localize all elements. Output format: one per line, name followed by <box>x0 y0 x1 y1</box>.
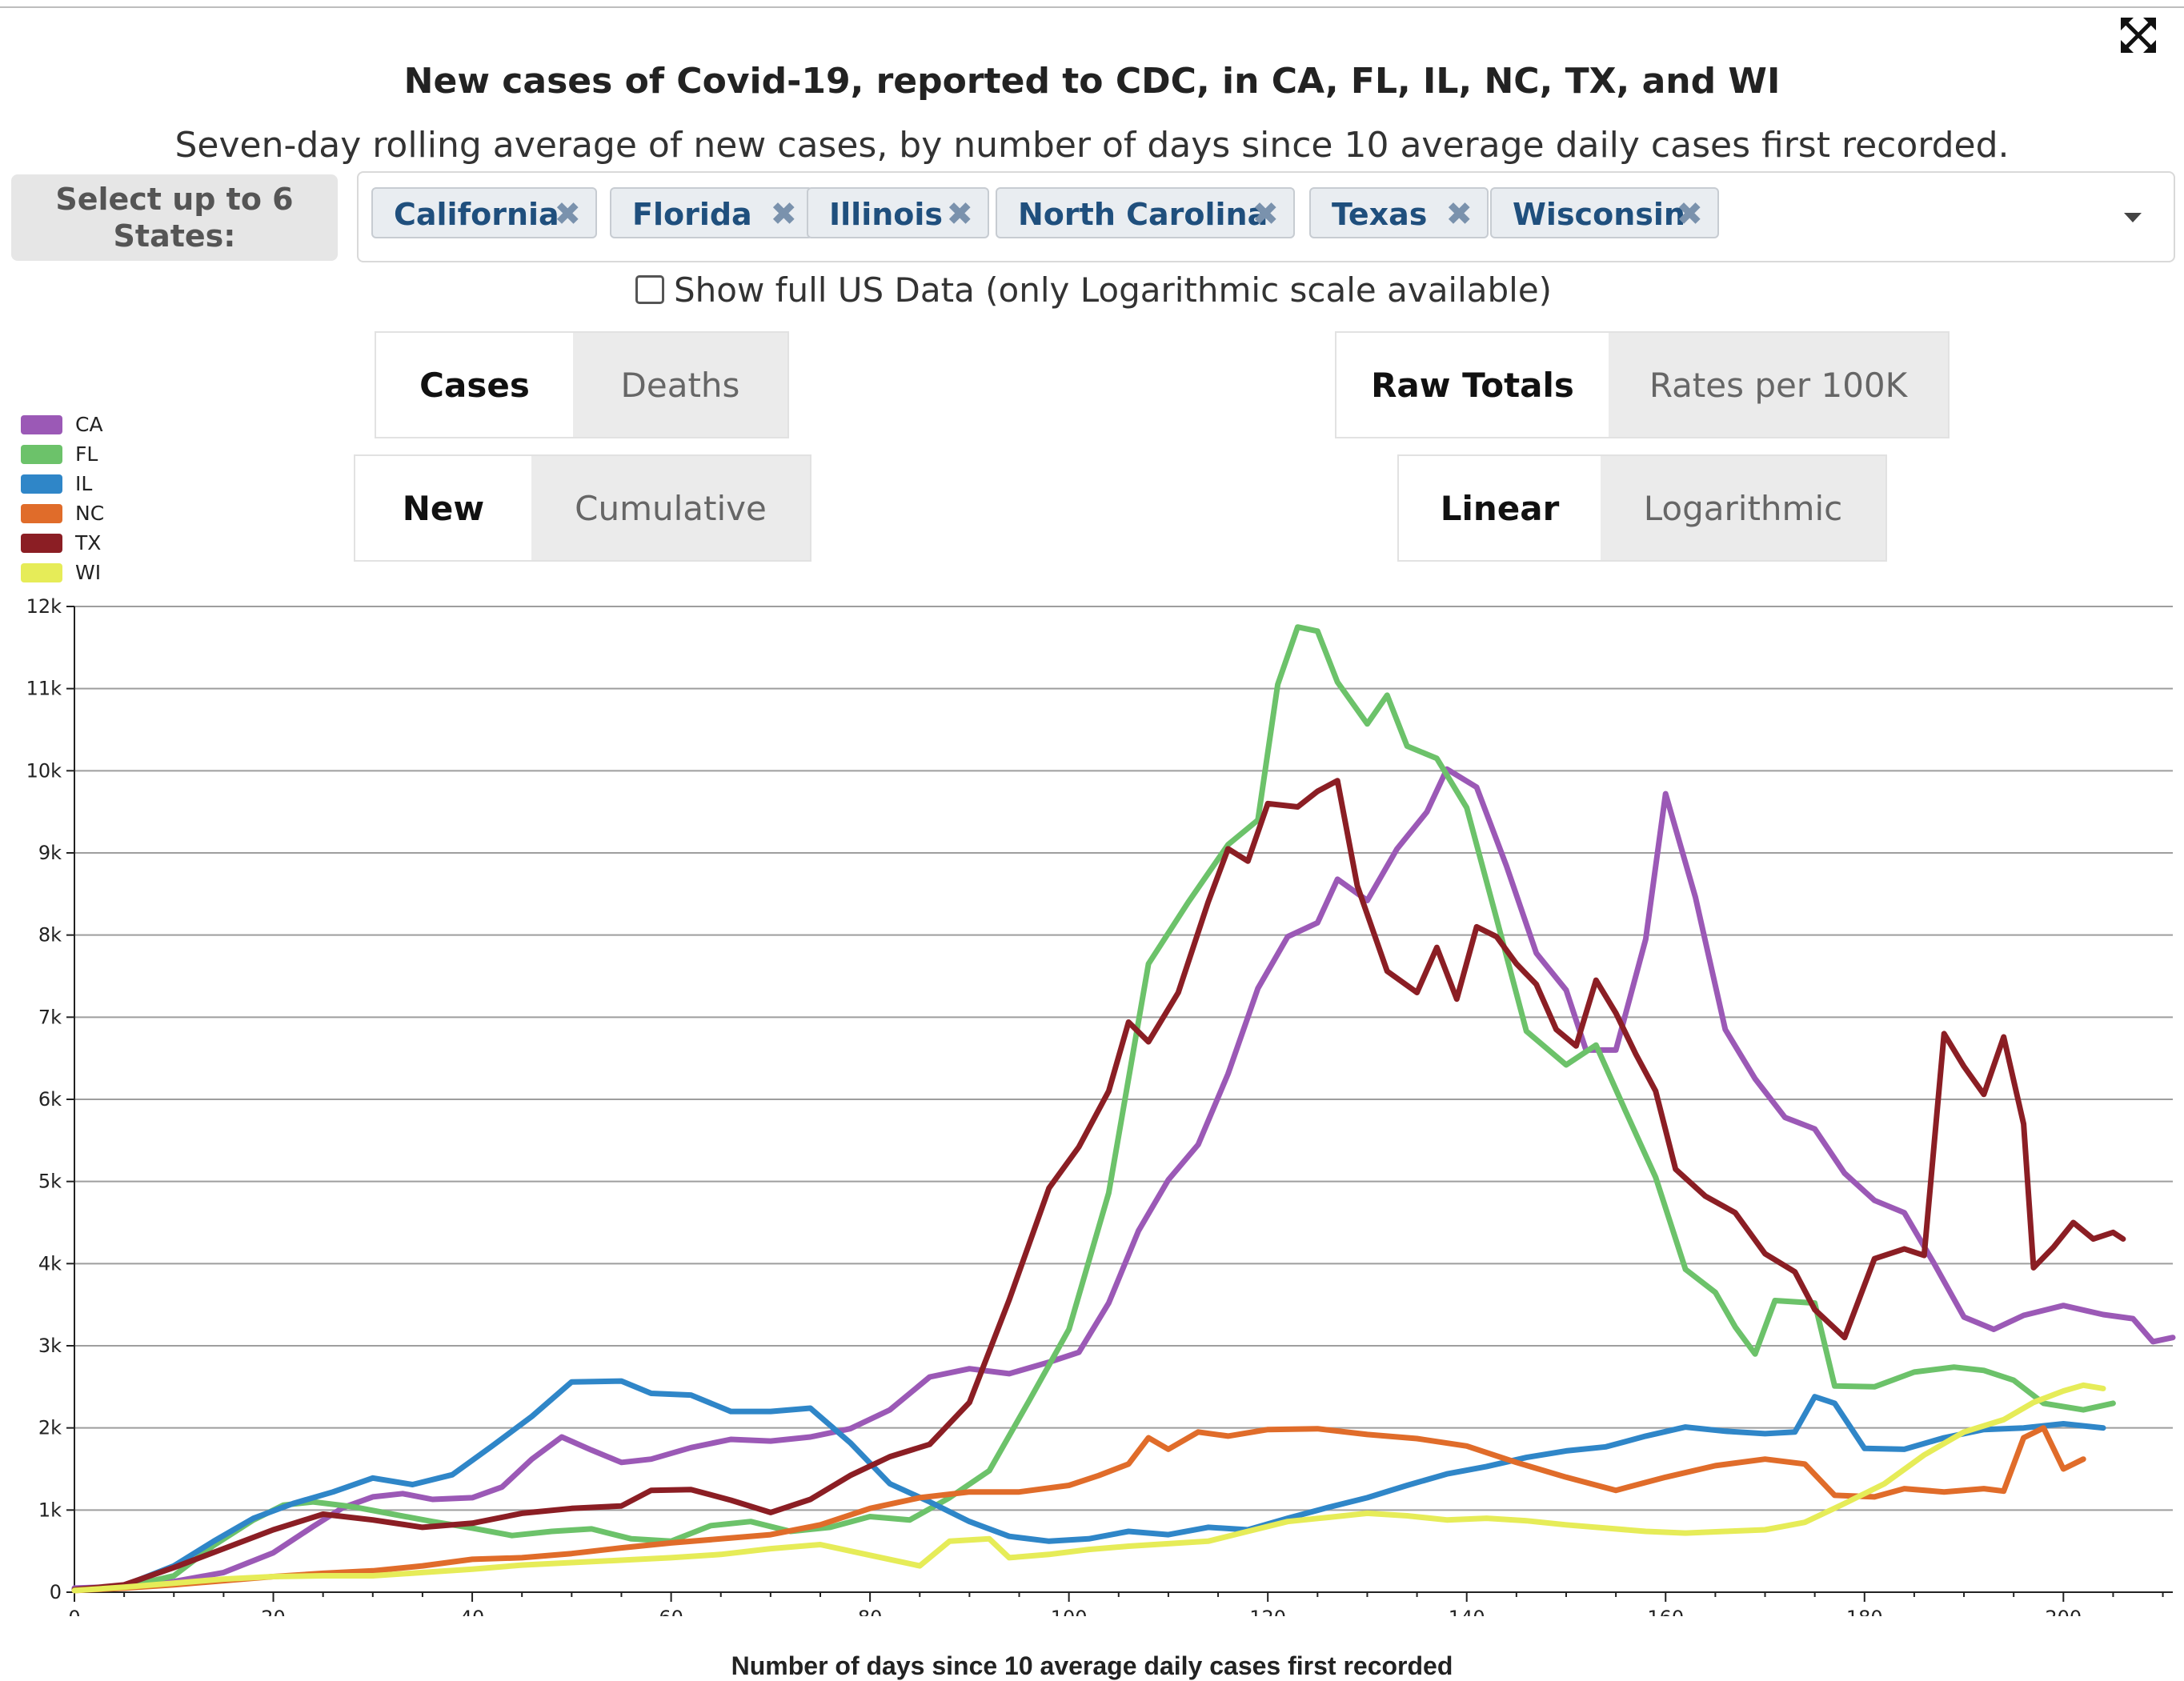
x-tick-label: 120 <box>1249 1607 1286 1616</box>
state-select-label-text: Select up to 6 States: <box>55 182 294 254</box>
deaths-button[interactable]: Deaths <box>573 333 787 437</box>
x-axis-label: Number of days since 10 average daily ca… <box>731 1651 1453 1680</box>
x-tick-label: 200 <box>2045 1607 2082 1616</box>
legend-label: CA <box>75 413 103 436</box>
legend-label: TX <box>75 531 102 554</box>
x-tick-label: 20 <box>261 1607 286 1616</box>
x-tick-label: 140 <box>1449 1607 1485 1616</box>
y-tick-label: 3k <box>38 1335 62 1357</box>
y-tick-label: 2k <box>38 1417 62 1439</box>
legend-swatch <box>21 414 62 434</box>
scale-toggle: Linear Logarithmic <box>1397 454 1887 562</box>
chip-florida: Florida ✖ <box>610 187 813 238</box>
chip-label: Illinois <box>829 197 944 232</box>
legend-item-nc[interactable]: NC <box>21 498 104 528</box>
series-line-il <box>71 1378 2106 1593</box>
legend-item-tx[interactable]: TX <box>21 528 104 558</box>
series-line-wi <box>71 1382 2106 1594</box>
chip-california: California ✖ <box>371 187 597 238</box>
legend-item-ca[interactable]: CA <box>21 410 104 439</box>
x-tick-label: 60 <box>659 1607 683 1616</box>
legend-label: NC <box>75 502 105 525</box>
series-line-fl <box>71 624 2116 1593</box>
state-multiselect[interactable]: California ✖ Florida ✖ Illinois ✖ North … <box>357 171 2175 262</box>
chip-label: California <box>394 197 559 232</box>
series-line-nc <box>71 1425 2086 1594</box>
full-us-toggle[interactable]: Show full US Data (only Logarithmic scal… <box>635 267 1552 312</box>
series-line-ca <box>71 766 2176 1591</box>
chip-texas: Texas ✖ <box>1309 187 1489 238</box>
chart-legend: CA FL IL NC TX WI <box>21 410 104 587</box>
raw-totals-button[interactable]: Raw Totals <box>1336 333 1609 437</box>
chip-illinois: Illinois ✖ <box>807 187 989 238</box>
y-tick-label: 9k <box>38 842 62 864</box>
y-tick-label: 11k <box>26 678 62 700</box>
x-icon[interactable]: ✖ <box>1445 196 1473 233</box>
chart-subtitle: Seven-day rolling average of new cases, … <box>174 125 2010 166</box>
metric-toggle: Cases Deaths <box>375 331 789 438</box>
legend-label: IL <box>75 472 93 495</box>
chevron-down-icon[interactable] <box>2124 213 2142 222</box>
y-tick-label: 8k <box>38 924 62 947</box>
chip-north-carolina: North Carolina ✖ <box>996 187 1295 238</box>
line-chart: 0 1k 2k 3k 4k 5k 6k 7k 8k 9k 10k 11k 12k 0 20 40 60 80 100… <box>26 595 2176 1616</box>
x-icon[interactable]: ✖ <box>770 196 797 233</box>
cases-button[interactable]: Cases <box>376 333 573 437</box>
x-tick-label: 100 <box>1051 1607 1088 1616</box>
chip-label: Texas <box>1332 197 1428 232</box>
legend-item-wi[interactable]: WI <box>21 558 104 587</box>
x-icon[interactable]: ✖ <box>554 196 581 233</box>
chip-label: Florida <box>632 197 752 232</box>
x-icon[interactable]: ✖ <box>1252 196 1279 233</box>
legend-swatch <box>21 444 62 464</box>
x-icon[interactable]: ✖ <box>946 196 973 233</box>
legend-item-il[interactable]: IL <box>21 469 104 498</box>
full-us-checkbox[interactable] <box>635 275 664 304</box>
y-tick-label: 6k <box>38 1088 62 1111</box>
totals-toggle: Raw Totals Rates per 100K <box>1335 331 1950 438</box>
logarithmic-button[interactable]: Logarithmic <box>1601 456 1885 560</box>
legend-swatch <box>21 474 62 494</box>
measure-toggle: New Cumulative <box>354 454 811 562</box>
linear-button[interactable]: Linear <box>1399 456 1601 560</box>
chart-title: New cases of Covid-19, reported to CDC, … <box>403 61 1781 102</box>
x-icon[interactable]: ✖ <box>1676 196 1703 233</box>
x-tick-label: 40 <box>460 1607 485 1616</box>
cumulative-button[interactable]: Cumulative <box>531 456 810 560</box>
x-tick-label: 160 <box>1647 1607 1684 1616</box>
y-tick-label: 4k <box>38 1252 62 1275</box>
y-tick-label: 7k <box>38 1006 62 1028</box>
x-tick-label: 180 <box>1846 1607 1883 1616</box>
legend-swatch <box>21 533 62 553</box>
x-tick-label: 0 <box>68 1607 80 1616</box>
full-us-label: Show full US Data (only Logarithmic scal… <box>674 270 1553 310</box>
legend-swatch <box>21 562 62 582</box>
y-tick-label: 12k <box>26 595 62 618</box>
x-tick-label: 80 <box>858 1607 883 1616</box>
y-tick-label: 0 <box>50 1581 62 1603</box>
new-button[interactable]: New <box>355 456 531 560</box>
state-select-label: Select up to 6 States: <box>11 174 338 261</box>
chip-wisconsin: Wisconsin ✖ <box>1490 187 1719 238</box>
legend-label: FL <box>75 442 98 466</box>
top-divider <box>0 6 2184 8</box>
chip-label: North Carolina <box>1018 197 1268 232</box>
legend-item-fl[interactable]: FL <box>21 439 104 469</box>
y-tick-label: 5k <box>38 1171 62 1193</box>
chip-label: Wisconsin <box>1513 197 1685 232</box>
rates-per-100k-button[interactable]: Rates per 100K <box>1609 333 1948 437</box>
expand-icon[interactable] <box>2119 16 2158 54</box>
y-tick-label: 1k <box>38 1499 62 1521</box>
y-tick-label: 10k <box>26 759 62 782</box>
series-line-tx <box>71 778 2126 1593</box>
legend-label: WI <box>75 561 102 584</box>
legend-swatch <box>21 503 62 523</box>
